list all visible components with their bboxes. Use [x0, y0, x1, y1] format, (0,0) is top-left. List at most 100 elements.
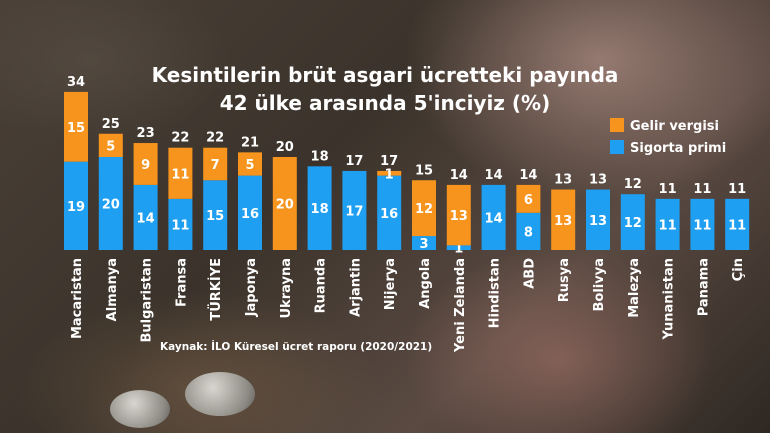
- bar-segment-sigorta-primi: [64, 161, 88, 250]
- chart-title-line-2: 42 ülke arasında 5'inciyiz (%): [220, 91, 550, 115]
- bar-value-sigorta-primi: 3: [419, 237, 428, 252]
- bar-segment-sigorta-primi: [412, 236, 436, 250]
- bar-total-label: 17: [380, 154, 398, 169]
- bar-value-sigorta-primi: 12: [624, 216, 642, 231]
- bar-segment-gelir-vergisi: [133, 143, 158, 185]
- bar-segment-gelir-vergisi: [446, 184, 471, 246]
- bar-value-sigorta-primi: 14: [485, 211, 503, 226]
- bar-value-gelir-vergisi: 20: [276, 198, 294, 213]
- bar-value-sigorta-primi: 18: [311, 202, 329, 217]
- category-label: Ruanda: [314, 258, 329, 313]
- bar-value-sigorta-primi: 11: [171, 218, 189, 233]
- bar-segment-sigorta-primi: [620, 194, 645, 250]
- legend-label-gelir-vergisi: Gelir vergisi: [630, 119, 719, 134]
- bar-total-label: 14: [485, 168, 503, 183]
- bar-total-label: 11: [728, 182, 746, 197]
- bar-value-sigorta-primi: 20: [102, 198, 120, 213]
- bar-value-gelir-vergisi: 15: [67, 121, 85, 136]
- bar-total-label: 18: [311, 149, 329, 164]
- category-label: TÜRKİYE: [208, 258, 224, 321]
- bar-value-sigorta-primi: 19: [67, 200, 85, 215]
- bar-value-sigorta-primi: 1: [454, 242, 463, 257]
- bar-total-label: 34: [67, 75, 85, 90]
- bar-total-label: 21: [241, 135, 259, 150]
- bar-segment-sigorta-primi: [446, 245, 471, 250]
- category-label: Panama: [696, 258, 711, 316]
- bar-segment-gelir-vergisi: [98, 133, 123, 157]
- bar-total-label: 22: [206, 131, 224, 146]
- bar-total-label: 23: [137, 126, 155, 141]
- bar-segment-gelir-vergisi: [238, 152, 262, 176]
- coin-image: [110, 390, 170, 428]
- bar-value-sigorta-primi: 15: [206, 209, 224, 224]
- bar-segment-sigorta-primi: [238, 175, 262, 250]
- bar-total-label: 15: [415, 163, 433, 178]
- category-label: Angola: [418, 258, 433, 309]
- bar-total-label: 20: [276, 140, 294, 155]
- bar-value-sigorta-primi: 17: [345, 204, 363, 219]
- bar-total-label: 14: [519, 168, 537, 183]
- bar-segment-sigorta-primi: [516, 212, 541, 250]
- category-label: Bulgaristan: [140, 258, 155, 343]
- category-label: ABD: [522, 258, 537, 289]
- category-label: Almanya: [105, 258, 120, 321]
- bar-value-sigorta-primi: 11: [693, 218, 711, 233]
- legend-swatch-sigorta-primi: [610, 140, 624, 154]
- bar-value-gelir-vergisi: 13: [554, 214, 572, 229]
- bar-segment-sigorta-primi: [690, 198, 715, 250]
- bars-layer: 191534Macaristan20525Almanya14923Bulgari…: [64, 75, 750, 353]
- bar-value-gelir-vergisi: 12: [415, 202, 433, 217]
- coin-image: [185, 372, 255, 416]
- bar-segment-sigorta-primi: [98, 157, 123, 250]
- category-label: Ukrayna: [279, 258, 294, 319]
- legend-label-sigorta-primi: Sigorta primi: [630, 141, 726, 156]
- bar-segment-gelir-vergisi: [377, 170, 402, 176]
- bar-segment-sigorta-primi: [133, 184, 158, 250]
- bar-segment-gelir-vergisi: [516, 184, 541, 213]
- bar-total-label: 12: [624, 177, 642, 192]
- chart-title: Kesintilerin brüt asgari ücretteki payın…: [152, 63, 619, 115]
- bar-segment-gelir-vergisi: [551, 189, 576, 250]
- bar-value-gelir-vergisi: 6: [524, 193, 533, 208]
- bar-value-gelir-vergisi: 5: [245, 158, 254, 173]
- bar-value-gelir-vergisi: 13: [450, 209, 468, 224]
- bar-value-sigorta-primi: 11: [659, 218, 677, 233]
- bar-value-gelir-vergisi: 5: [106, 139, 115, 154]
- chart-title-line-1: Kesintilerin brüt asgari ücretteki payın…: [152, 63, 619, 87]
- category-label: Yeni Zelanda: [453, 258, 468, 353]
- bar-segment-sigorta-primi: [481, 184, 506, 250]
- category-label: Arjantin: [348, 258, 363, 317]
- bar-value-gelir-vergisi: 11: [171, 167, 189, 182]
- category-label: Fransa: [174, 258, 189, 307]
- category-label: Malezya: [627, 258, 642, 318]
- bar-total-label: 14: [450, 168, 468, 183]
- category-label: Rusya: [557, 258, 572, 302]
- category-label: Bolivya: [592, 258, 607, 311]
- category-label: Japonya: [244, 258, 259, 317]
- bar-total-label: 22: [171, 131, 189, 146]
- bar-segment-sigorta-primi: [307, 166, 332, 250]
- bar-total-label: 25: [102, 117, 120, 132]
- bar-value-sigorta-primi: 11: [728, 218, 746, 233]
- category-label: Nijerya: [383, 258, 398, 310]
- bar-value-gelir-vergisi: 1: [385, 167, 394, 182]
- bar-segment-sigorta-primi: [725, 198, 750, 250]
- legend: Gelir vergisi Sigorta primi: [610, 118, 726, 156]
- bar-value-sigorta-primi: 16: [241, 207, 259, 222]
- category-label: Yunanistan: [662, 258, 677, 340]
- category-label: Çin: [731, 258, 746, 281]
- bar-value-sigorta-primi: 16: [380, 207, 398, 222]
- bar-segment-gelir-vergisi: [203, 147, 228, 181]
- category-label: Hindistan: [488, 258, 503, 328]
- bar-segment-sigorta-primi: [342, 170, 367, 250]
- bar-segment-sigorta-primi: [655, 198, 680, 250]
- bar-total-label: 17: [345, 154, 363, 169]
- bar-segment-gelir-vergisi: [168, 147, 193, 199]
- bar-segment-gelir-vergisi: [412, 180, 436, 237]
- bar-value-sigorta-primi: 13: [589, 214, 607, 229]
- bar-segment-sigorta-primi: [586, 189, 610, 250]
- bar-segment-gelir-vergisi: [64, 91, 88, 162]
- bar-value-gelir-vergisi: 7: [211, 158, 220, 173]
- bar-total-label: 13: [589, 173, 607, 188]
